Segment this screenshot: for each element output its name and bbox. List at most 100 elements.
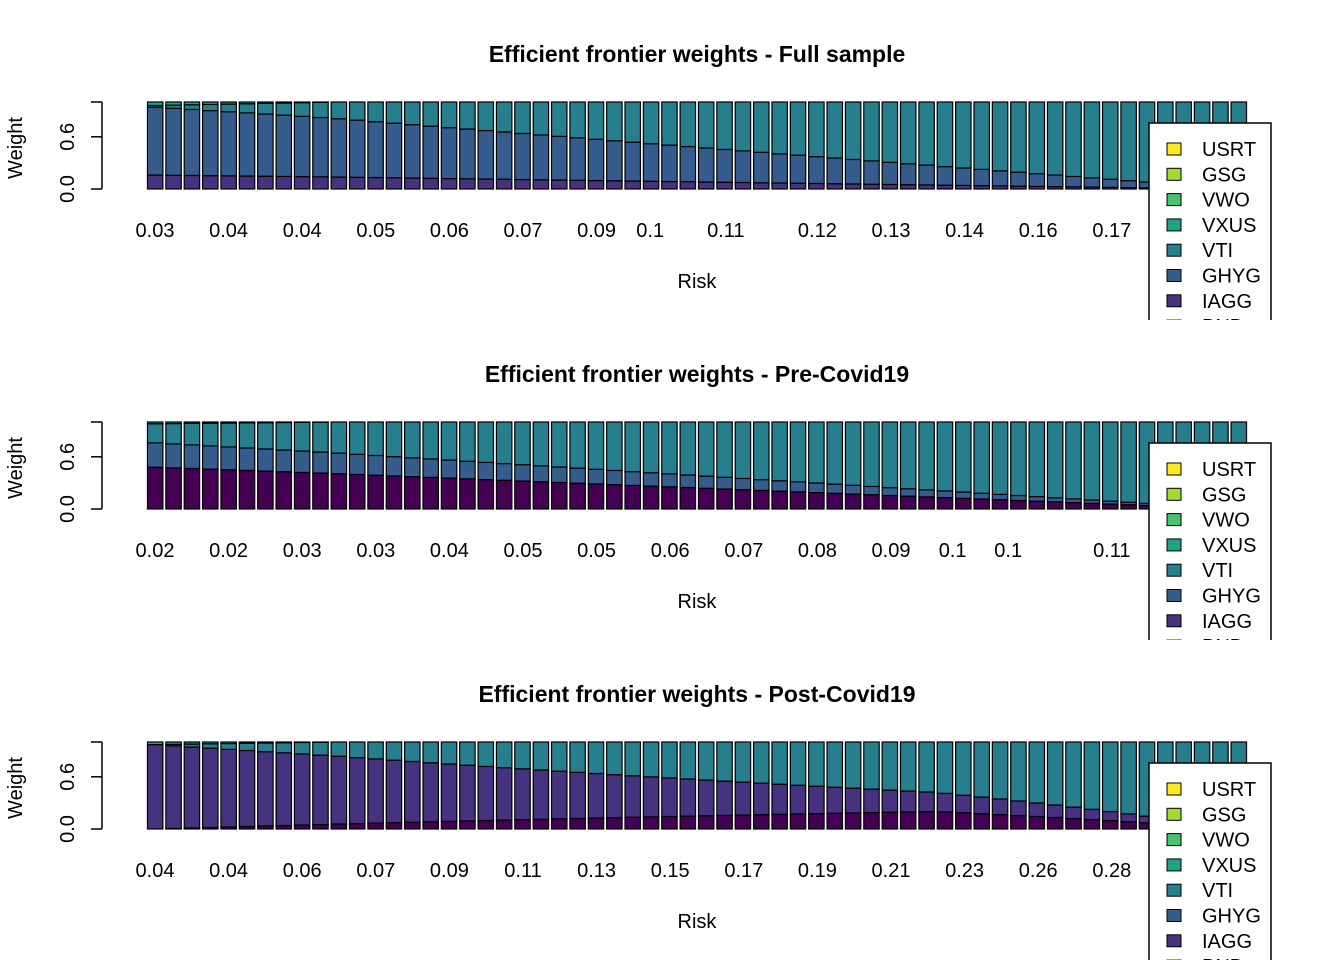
x-tick-label: 0.09 [577,220,616,242]
bar-segment-vti [1083,101,1101,179]
bar-segment-ghyg [679,474,697,489]
bar-segment-vti [973,421,990,494]
x-tick-label: 0.11 [1093,540,1130,562]
bar-segment-vti [954,741,972,796]
bar-segment-iagg [330,176,348,190]
x-tick-label: 0.17 [724,860,763,882]
legend-swatch-usrt [1166,142,1182,156]
bar-segment-iagg [293,753,311,826]
bar-segment-iagg [789,784,807,815]
bar-segment-ghyg [275,449,293,473]
bar-segment-ghyg [881,161,899,186]
bar-segment-vti [367,101,384,123]
bar-segment-vti [734,421,752,480]
bar-segment-vti [569,101,586,139]
legend: USRT GSG VWO VXUS VTI GHYG IAGG BND [1148,122,1272,320]
bar-segment-iagg [238,749,256,828]
bar-segment-ghyg [973,492,990,500]
bar-segment-iagg [183,746,201,829]
bar-segment-ghyg [973,168,990,187]
bar-segment-vxus [146,741,164,746]
bar-segment-vti [514,741,531,770]
bar-segment-ghyg [165,443,182,469]
bar-segment-ghyg [404,457,421,478]
chart-panel-2: Efficient frontier weights - Pre-Covid19… [5,361,1272,640]
bar-segment-ghyg [183,108,201,177]
bar-segment-vti [954,421,972,493]
bar-segment-iagg [661,777,678,818]
bar-segment-vti [238,422,256,449]
bar-segment-bnd [991,499,1009,510]
bar-segment-ghyg [440,127,458,180]
bar-segment-vti [238,103,256,114]
bar-segment-vti [1065,421,1082,500]
x-tick-label: 0.04 [136,860,175,882]
x-tick-label: 0.17 [1092,220,1131,242]
bar-segment-iagg [330,755,348,825]
y-tick-label: 0.6 [57,123,79,151]
bar-segment-iagg [881,183,899,190]
bar-segment-bnd [991,814,1009,830]
bar-segment-bnd [899,811,917,830]
bar-segment-vti [936,741,954,794]
bar-segment-iagg [826,183,844,190]
bar-segment-vti [404,421,421,459]
bar-segment-ghyg [220,111,237,177]
x-tick-label: 0.23 [945,860,984,882]
bar-segment-iagg [642,180,660,190]
bar-segment-vxus [165,421,182,425]
bar-segment-vti [881,421,899,489]
bar-segment-bnd [679,815,697,830]
bar-segment-vxus [201,101,219,106]
bar-segment-ghyg [606,140,623,182]
bar-segment-bnd [1065,817,1082,830]
bar-segment-vxus [220,741,237,745]
x-tick-label: 0.11 [504,860,541,882]
bar-segment-bnd [1120,821,1137,830]
bar-segment-vti [422,101,440,127]
bar-segment-vti [1101,101,1119,180]
bar-segment-ghyg [312,116,329,178]
bar-segment-ghyg [440,459,458,479]
bar-segment-vti [201,743,219,749]
x-axis-label: Risk [678,271,718,293]
bar-segment-vti [606,741,623,776]
bar-segment-bnd [1046,501,1064,510]
bar-segment-bnd [863,494,880,510]
bar-segment-vti [1010,101,1027,173]
bar-segment-iagg [752,182,770,190]
y-tick-label: 0.0 [57,175,79,203]
bar-segment-ghyg [844,158,862,185]
bar-segment-vti [532,741,550,771]
legend-label: VXUS [1202,535,1256,557]
bar-segment-iagg [385,177,403,190]
bar-segment-ghyg [734,477,752,491]
bar-segment-bnd [1120,504,1137,510]
legend-label: VXUS [1202,855,1256,877]
bar-segment-vxus [183,101,201,106]
x-tick-label: 0.04 [283,220,322,242]
bar-segment-vti [954,101,972,169]
bar-segment-iagg [624,180,642,190]
bar-segment-vti [1083,421,1101,501]
bar-segment-vti [330,421,348,454]
bar-segment-vti [716,741,733,782]
bar-segment-iagg [624,775,642,818]
bar-segment-vti [587,421,605,470]
bar-segment-bnd [1083,502,1101,510]
bar-segment-iagg [808,785,825,815]
bar-segment-iagg [954,794,972,814]
bar-segment-bnd [808,491,825,510]
bar-segment-vti [587,101,605,140]
bar-segment-bnd [973,813,990,830]
bar-segment-iagg [716,780,733,817]
bar-segment-vti [220,742,237,750]
bar-segment-bnd [752,489,770,510]
x-tick-label: 0.1 [939,540,967,562]
bar-segment-iagg [918,184,935,190]
legend-label: VTI [1202,880,1233,902]
legend-label: GHYG [1202,906,1261,928]
bar-segment-bnd [495,819,513,830]
bar-segment-bnd [899,495,917,510]
bar-segment-bnd [697,815,715,830]
